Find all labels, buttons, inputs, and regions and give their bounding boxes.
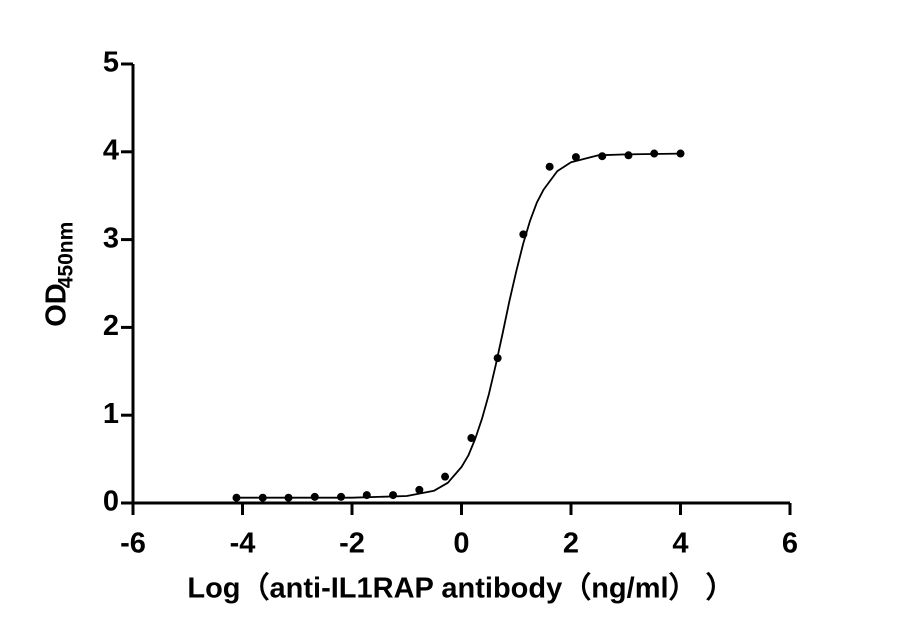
y-axis-label-group: OD 450nm (41, 222, 78, 327)
y-axis-label-subscript: 450nm (55, 222, 78, 289)
y-tick-label: 0 (103, 486, 119, 518)
data-point (441, 472, 450, 481)
data-point (598, 152, 607, 161)
x-tick-label: 4 (672, 528, 688, 560)
data-point (362, 491, 371, 500)
fit-curve (236, 152, 681, 499)
x-tick-label: -6 (120, 528, 146, 560)
y-tick-label: 5 (103, 47, 119, 79)
x-axis-label: Log（anti-IL1RAP antibody（ng/ml） ） (187, 572, 734, 605)
data-point (415, 485, 424, 494)
x-tick-label: -4 (230, 528, 256, 560)
data-point (337, 492, 346, 501)
data-point (467, 434, 476, 443)
data-point (493, 354, 502, 363)
data-point (650, 149, 659, 158)
data-point (624, 151, 633, 160)
x-tick-label: 0 (453, 528, 469, 560)
y-tick-label: 3 (103, 222, 119, 254)
x-tick-label: 2 (563, 528, 579, 560)
y-tick-label: 2 (103, 310, 119, 342)
data-point (310, 492, 319, 501)
data-point (545, 162, 554, 171)
x-tick-label: -2 (339, 528, 365, 560)
data-point (571, 153, 580, 162)
y-tick-label: 4 (103, 134, 119, 166)
y-tick-label: 1 (103, 398, 119, 430)
data-point (284, 493, 293, 502)
data-point (389, 491, 398, 500)
x-tick-label: 6 (782, 528, 798, 560)
y-axis-label: OD (41, 283, 73, 327)
data-point (258, 493, 267, 502)
data-point (519, 230, 528, 239)
data-point (676, 149, 685, 158)
data-point (232, 493, 241, 502)
